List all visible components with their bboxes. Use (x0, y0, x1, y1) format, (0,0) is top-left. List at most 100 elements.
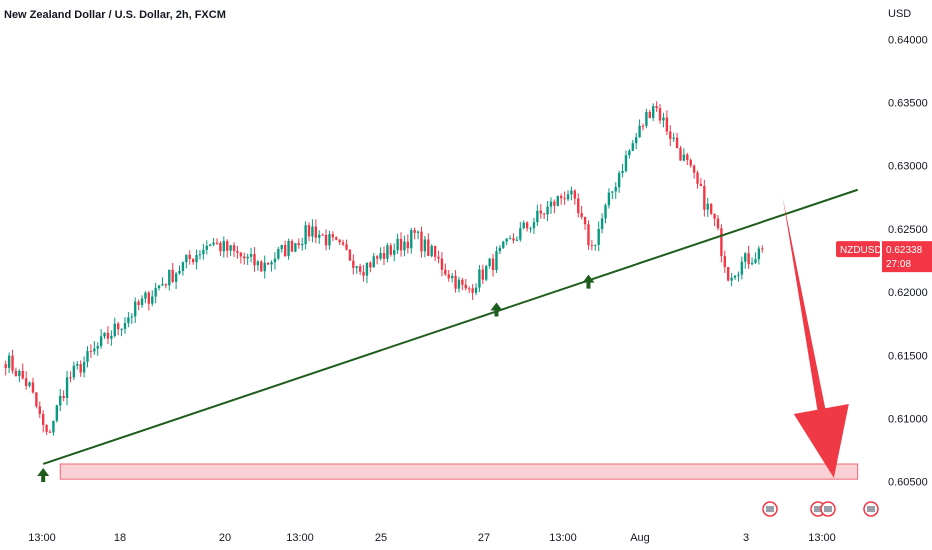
candle-body (123, 323, 127, 330)
candle-body (297, 243, 300, 246)
candle-body (273, 258, 277, 263)
candle-body (389, 245, 393, 255)
candle-body (86, 350, 89, 362)
candle-body (229, 245, 232, 251)
candle-body (645, 112, 648, 126)
candle-body (406, 241, 410, 249)
symbol-tag-label: NZDUSD (840, 245, 882, 256)
candle-body (253, 254, 256, 266)
candle-body (450, 275, 454, 279)
candle-body (382, 252, 386, 259)
candle-body (508, 238, 512, 240)
candle-body (82, 361, 86, 373)
x-tick-label: 20 (219, 532, 231, 544)
candle-body (287, 240, 290, 257)
candle-body (423, 239, 427, 252)
candle-body (311, 226, 314, 237)
y-tick-label: 0.63000 (888, 161, 928, 173)
candle-body (185, 254, 188, 263)
candle-body (611, 191, 614, 193)
candle-body (266, 262, 270, 265)
support-zone (59, 463, 859, 480)
candle-body (369, 262, 372, 268)
candle-body (498, 247, 502, 252)
candle-body (345, 244, 348, 250)
candle-body (444, 269, 447, 275)
forecast-arrow (782, 197, 849, 478)
candle-body (14, 370, 18, 377)
candle-body (757, 248, 761, 260)
candle-body (665, 117, 669, 132)
last-price-tag (882, 241, 932, 273)
candle-body (696, 172, 699, 184)
candle-body (594, 244, 597, 246)
event-flag-icon (814, 506, 822, 512)
y-tick-label: 0.64000 (888, 34, 928, 46)
candle-body (566, 194, 570, 200)
candle-body (24, 378, 28, 386)
candle-body (723, 256, 726, 267)
candle-body (222, 241, 226, 252)
candle-body (307, 225, 311, 237)
candle-body (430, 245, 433, 256)
candle-body (515, 239, 519, 241)
candle-body (198, 254, 202, 256)
candle-body (7, 355, 11, 368)
candle-body (621, 171, 624, 174)
candle-body (699, 183, 703, 187)
candle-body (522, 222, 525, 229)
candle-body (11, 355, 14, 371)
event-flag-icon (867, 506, 875, 512)
candle-body (236, 250, 239, 253)
event-flag-icon (824, 506, 832, 512)
candle-body (335, 237, 338, 240)
candle-body (669, 131, 672, 139)
candle-body (750, 262, 754, 265)
candle-body (692, 165, 696, 173)
candle-body (495, 251, 498, 270)
candle-body (420, 231, 423, 252)
candle-body (505, 238, 508, 242)
candle-body (556, 195, 559, 206)
candle-body (474, 287, 478, 293)
candle-body (164, 284, 168, 286)
candle-body (31, 382, 35, 393)
candle-body (301, 243, 304, 246)
candle-body (672, 137, 675, 139)
candle-body (457, 279, 461, 289)
candle-body (76, 364, 79, 366)
swing-low-arrow-icon (582, 274, 595, 289)
annotations-layer (37, 188, 879, 517)
candle-body (174, 273, 178, 282)
candle-body (416, 231, 420, 233)
candle-body (525, 222, 529, 229)
candle-body (560, 195, 563, 199)
axes-layer: 0.64000 0.63500 0.63000 0.62500 0.62000 0.615… (28, 34, 932, 544)
x-tick-label: 25 (375, 532, 387, 544)
candle-body (440, 258, 444, 270)
y-tick-label: 0.60500 (888, 477, 928, 489)
candle-body (399, 238, 403, 251)
candle-body (744, 253, 747, 262)
y-tick-label: 0.61500 (888, 350, 928, 362)
candle-body (675, 137, 679, 149)
candle-body (314, 226, 318, 238)
candle-body (283, 245, 287, 257)
candle-body (96, 346, 99, 349)
candle-body (733, 275, 737, 278)
candle-body (403, 241, 406, 251)
candle-body (130, 316, 133, 318)
candle-body (178, 270, 181, 274)
candle-body (290, 240, 294, 252)
candle-body (689, 160, 692, 166)
candle-body (324, 234, 328, 246)
candle-body (21, 370, 24, 379)
candle-body (467, 288, 471, 290)
candle-body (239, 252, 243, 257)
candle-body (519, 228, 522, 240)
candle-body (4, 364, 7, 368)
candle-body (727, 266, 730, 281)
